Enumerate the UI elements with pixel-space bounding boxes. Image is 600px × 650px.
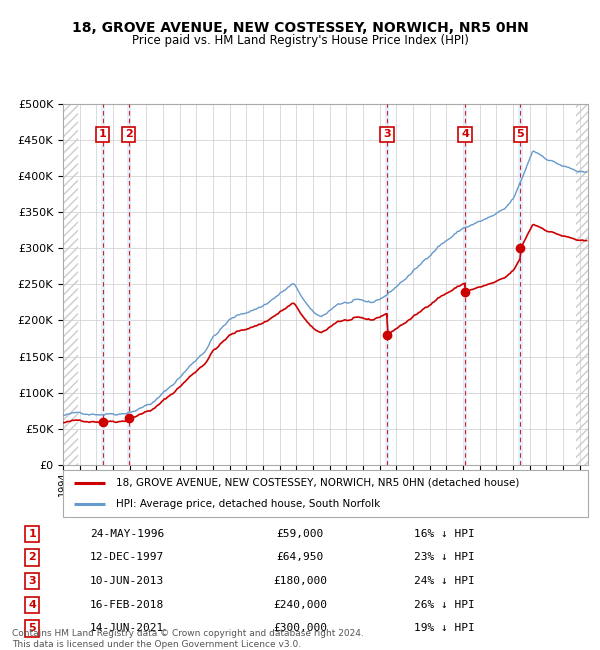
FancyBboxPatch shape [63, 470, 588, 517]
Text: £300,000: £300,000 [273, 623, 327, 633]
Text: 5: 5 [517, 129, 524, 139]
Bar [385, 104, 389, 465]
Text: Contains HM Land Registry data © Crown copyright and database right 2024.
This d: Contains HM Land Registry data © Crown c… [12, 629, 364, 649]
Text: £240,000: £240,000 [273, 600, 327, 610]
Text: 18, GROVE AVENUE, NEW COSTESSEY, NORWICH, NR5 0HN (detached house): 18, GROVE AVENUE, NEW COSTESSEY, NORWICH… [115, 478, 519, 488]
Bar [63, 104, 77, 465]
Text: 1: 1 [28, 529, 36, 539]
Text: 26% ↓ HPI: 26% ↓ HPI [413, 600, 475, 610]
Text: 24% ↓ HPI: 24% ↓ HPI [413, 576, 475, 586]
Bar [101, 104, 105, 465]
Text: £64,950: £64,950 [277, 552, 323, 562]
Bar [575, 104, 592, 465]
Text: 3: 3 [383, 129, 391, 139]
Text: 10-JUN-2013: 10-JUN-2013 [90, 576, 164, 586]
Text: 16-FEB-2018: 16-FEB-2018 [90, 600, 164, 610]
Text: 2: 2 [125, 129, 133, 139]
Bar [518, 104, 523, 465]
Text: 4: 4 [461, 129, 469, 139]
Text: 16% ↓ HPI: 16% ↓ HPI [413, 529, 475, 539]
Text: 19% ↓ HPI: 19% ↓ HPI [413, 623, 475, 633]
Bar [463, 104, 467, 465]
Text: 3: 3 [28, 576, 36, 586]
Text: 2: 2 [28, 552, 36, 562]
Text: 5: 5 [28, 623, 36, 633]
Text: HPI: Average price, detached house, South Norfolk: HPI: Average price, detached house, Sout… [115, 499, 380, 509]
Bar [127, 104, 131, 465]
Text: 4: 4 [28, 600, 36, 610]
Text: 12-DEC-1997: 12-DEC-1997 [90, 552, 164, 562]
Text: £180,000: £180,000 [273, 576, 327, 586]
Text: 24-MAY-1996: 24-MAY-1996 [90, 529, 164, 539]
Text: 23% ↓ HPI: 23% ↓ HPI [413, 552, 475, 562]
Text: £59,000: £59,000 [277, 529, 323, 539]
Text: 1: 1 [99, 129, 107, 139]
Text: Price paid vs. HM Land Registry's House Price Index (HPI): Price paid vs. HM Land Registry's House … [131, 34, 469, 47]
Text: 18, GROVE AVENUE, NEW COSTESSEY, NORWICH, NR5 0HN: 18, GROVE AVENUE, NEW COSTESSEY, NORWICH… [71, 21, 529, 35]
Text: 14-JUN-2021: 14-JUN-2021 [90, 623, 164, 633]
